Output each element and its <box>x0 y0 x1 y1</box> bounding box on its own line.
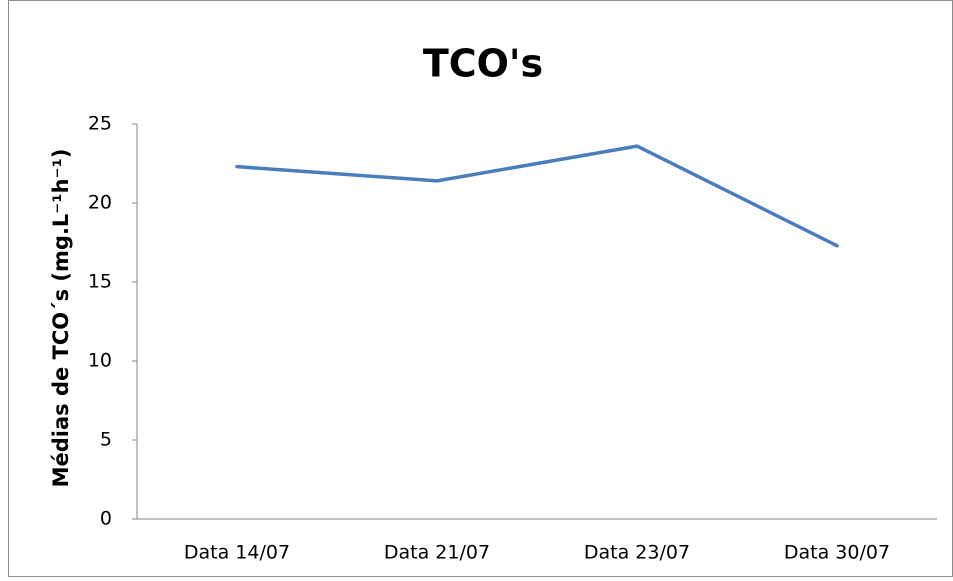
x-tick-label: Data 14/07 <box>184 542 290 564</box>
y-axis-label: Médias de TCO´s (mg.L⁻¹h⁻¹) <box>49 149 73 488</box>
y-tick-label: 5 <box>100 429 112 451</box>
y-tick-label: 0 <box>100 508 112 530</box>
chart-title: TCO's <box>423 42 543 86</box>
x-tick-label: Data 23/07 <box>584 542 690 564</box>
data-line <box>235 144 839 248</box>
chart-frame <box>8 0 953 577</box>
x-tick-label: Data 21/07 <box>384 542 490 564</box>
y-tick-label: 25 <box>88 113 112 135</box>
x-tick-label: Data 30/07 <box>784 542 890 564</box>
y-tick-label: 15 <box>88 271 112 293</box>
y-tick-label: 20 <box>88 192 112 214</box>
y-tick-label: 10 <box>88 350 112 372</box>
